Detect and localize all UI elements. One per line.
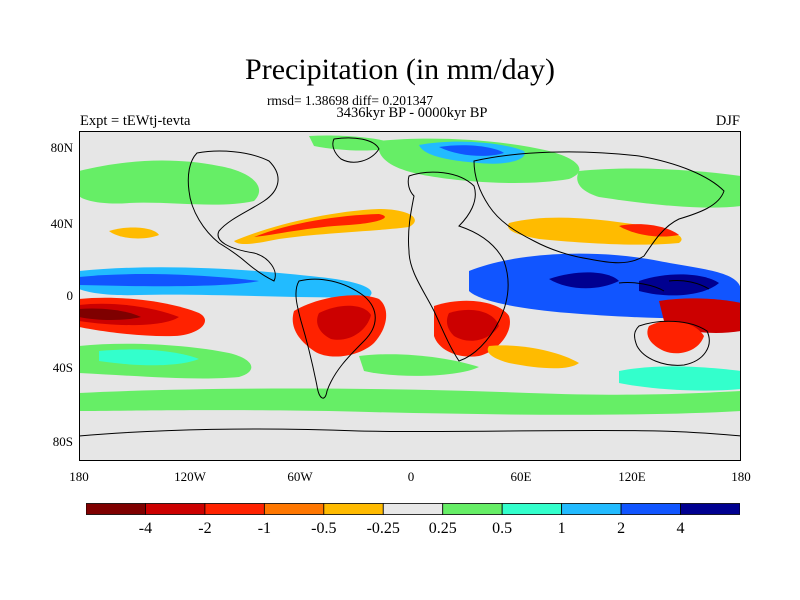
precipitation-anomaly-map (79, 131, 741, 461)
anomaly-asia-dry-core (619, 224, 679, 237)
anomaly-north-atlantic-core (439, 145, 504, 156)
coastline-australia (634, 320, 710, 366)
coastline-south-america (295, 278, 376, 399)
anomaly-africa-dry-core (446, 309, 499, 341)
map-border (79, 131, 741, 461)
anomaly-asia-dry-band (508, 217, 682, 245)
colorbar-label: 4 (676, 520, 685, 537)
colorbar-box-3 (263, 503, 325, 515)
coastline-north-america (187, 150, 279, 282)
lat-tick-80S: 80S (52, 434, 73, 449)
lat-tick-0: 0 (66, 288, 74, 303)
coastline-europe-africa (407, 171, 509, 362)
anomaly-north-pacific-wet (79, 160, 260, 205)
anomaly-maritime-wet (639, 274, 719, 296)
lon-tick-60w: 60W (287, 469, 313, 484)
lon-tick-180w: 180 (69, 469, 89, 484)
colorbar-box-8 (561, 503, 622, 515)
lon-tick-120e: 120E (618, 469, 646, 484)
colorbar-box-7 (501, 503, 563, 515)
anomaly-arctic-wet (309, 135, 399, 151)
colorbar-label: 1 (557, 520, 566, 537)
colorbar-label: -1 (257, 520, 272, 537)
anomaly-tropical-north-wet-core (79, 274, 259, 287)
colorbar-label: -0.5 (311, 520, 337, 537)
lon-tick-120w: 120W (174, 469, 206, 484)
colorbar-box-4 (323, 503, 384, 515)
anomaly-indian-dry (487, 345, 579, 369)
colorbar-label: 2 (617, 520, 626, 537)
coastline-indonesia (618, 280, 710, 292)
experiment-label: Expt = tEWtj-tevta (80, 113, 191, 129)
lon-tick-180e: 180 (731, 469, 751, 484)
anomaly-south-atlantic-wet (359, 354, 479, 376)
lon-tick-60e: 60E (510, 469, 532, 484)
coastline-greenland (332, 137, 380, 163)
anomaly-south-america-dry-core (317, 305, 371, 340)
anomaly-indian-ocean-core (549, 272, 619, 289)
coastline-antarctica (79, 428, 741, 437)
anomaly-pacific-dry-patch (109, 227, 159, 239)
colorbar-box-0 (86, 503, 146, 515)
anomaly-southern-ocean-wet (79, 388, 741, 415)
colorbar-label: -2 (198, 520, 212, 537)
colorbar-label: 0.25 (428, 520, 457, 537)
lat-tick-40S: 40S (52, 360, 73, 375)
period-label: 3436kyr BP - 0000kyr BP (336, 105, 488, 121)
anomaly-australia-dry (647, 320, 704, 354)
lat-tick-80N: 80N (50, 140, 73, 155)
stats-line: rmsd= 1.38698 diff= 0.201347 (266, 93, 434, 108)
lat-tick-40N: 40N (50, 216, 73, 231)
colorbar-box-2 (204, 503, 265, 515)
colorbar-box-5 (382, 503, 444, 515)
season-label: DJF (715, 113, 740, 129)
lon-tick-0: 0 (407, 469, 415, 484)
colorbar-box-9 (620, 503, 681, 515)
coastline-asia (473, 151, 725, 264)
colorbar (86, 503, 740, 515)
figure-title: Precipitation (in mm/day) (245, 53, 555, 86)
anomaly-siberia-wet (577, 168, 741, 208)
anomaly-south-pacific-wet2 (99, 349, 199, 366)
colorbar-box-10 (680, 503, 740, 515)
colorbar-box-6 (442, 503, 503, 515)
anomaly-pacific-dry-extreme (79, 308, 141, 320)
colorbar-label: 0.5 (492, 520, 513, 537)
colorbar-label: -4 (138, 520, 153, 537)
anomaly-australia-south-wet (619, 366, 741, 391)
colorbar-label: -0.25 (366, 520, 400, 537)
anomaly-atlantic-dry-core (254, 214, 385, 237)
colorbar-box-1 (145, 503, 206, 515)
